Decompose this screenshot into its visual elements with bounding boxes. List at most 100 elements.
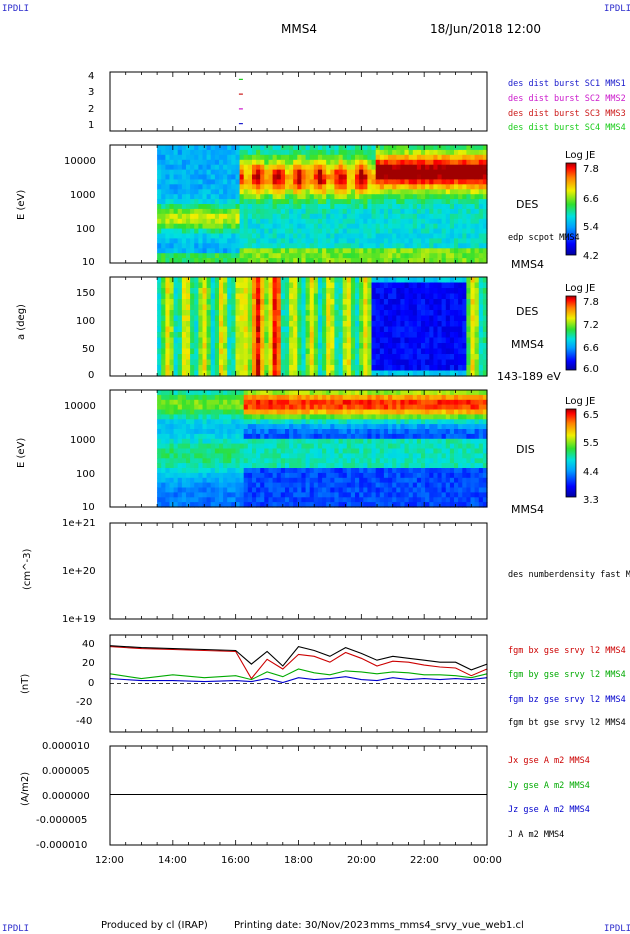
des-energy-cell (454, 145, 459, 151)
des-energy-cell (412, 213, 418, 220)
des-energy-cell (219, 223, 224, 230)
dis-energy-cell (190, 448, 195, 454)
dis-energy-cell (190, 394, 195, 401)
des-pitch-cell (359, 310, 364, 317)
dis-energy-cell (371, 414, 377, 420)
dis-energy-cell (260, 390, 265, 396)
dis-energy-cell (388, 497, 393, 503)
dis-energy-cell (202, 482, 208, 489)
des-pitch-cell (289, 337, 294, 344)
dis-energy-cell (227, 482, 232, 489)
dis-energy-cell (190, 453, 195, 459)
des-pitch-cell (421, 326, 426, 333)
des-energy-cell (219, 184, 224, 190)
des-energy-cell (239, 228, 245, 235)
dis-energy-cell (309, 390, 315, 396)
dis-energy-cell (421, 390, 426, 396)
dis-energy-cell (214, 399, 220, 406)
dis-energy-cell (359, 414, 364, 420)
dis-energy-cell (429, 390, 434, 396)
dis-energy-cell (375, 453, 381, 459)
des-pitch-cell (276, 332, 282, 339)
dis-energy-cell (235, 497, 241, 503)
dis-energy-cell (268, 419, 274, 425)
des-pitch-cell (285, 354, 290, 361)
des-pitch-cell (454, 337, 459, 344)
des-pitch-cell (326, 282, 331, 289)
dis-energy-cell (210, 472, 216, 479)
des-energy-cell (247, 248, 253, 254)
des-energy-cell (466, 174, 472, 180)
dis-energy-cell (408, 409, 414, 415)
dis-energy-cell (383, 399, 389, 406)
dis-energy-cell (219, 453, 224, 459)
des-pitch-cell (454, 277, 459, 284)
dis-energy-cell (313, 414, 319, 420)
des-pitch-cell (297, 277, 302, 284)
dis-energy-cell (206, 394, 212, 401)
dis-energy-cell (227, 477, 232, 484)
dis-energy-cell (264, 438, 269, 445)
des-pitch-cell (157, 359, 162, 366)
dis-energy-cell (177, 399, 183, 406)
des-pitch-cell (313, 359, 319, 366)
dis-energy-cell (289, 414, 294, 420)
dis-energy-cell (363, 487, 368, 493)
des-pitch-cell (421, 359, 426, 366)
dis-energy-cell (169, 477, 175, 484)
dis-energy-cell (425, 463, 430, 469)
des-energy-cell (276, 204, 282, 210)
dis-energy-cell (260, 468, 265, 474)
des-pitch-cell (186, 326, 191, 333)
dis-energy-cell (214, 482, 220, 489)
dis-energy-cell (231, 477, 236, 484)
des-energy-cell (330, 199, 335, 205)
dis-energy-cell (342, 468, 348, 474)
des-energy-cell (433, 145, 439, 151)
dis-energy-cell (433, 390, 439, 396)
dis-energy-cell (169, 424, 175, 430)
dis-energy-cell (371, 390, 377, 396)
des-energy-cell (317, 199, 323, 205)
dis-energy-cell (396, 399, 401, 406)
dis-energy-cell (350, 472, 356, 479)
dis-energy-cell (169, 404, 175, 411)
dis-energy-cell (181, 424, 187, 430)
des-pitch-cell (210, 315, 216, 322)
des-energy-cell (317, 218, 323, 225)
des-pitch-cell (177, 282, 183, 289)
dis-energy-cell (190, 492, 195, 498)
dis-energy-cell (342, 390, 348, 396)
dis-energy-cell (157, 394, 162, 401)
des-energy-cell (202, 149, 208, 156)
des-pitch-cell (252, 304, 257, 311)
des-energy-cell (416, 223, 422, 230)
des-energy-cell (478, 208, 484, 215)
dis-energy-cell (214, 487, 220, 493)
des-pitch-cell (416, 370, 422, 377)
des-pitch-cell (219, 332, 224, 339)
dis-energy-cell (181, 404, 187, 411)
des-pitch-cell (462, 370, 467, 377)
dis-energy-cell (338, 477, 344, 484)
dis-energy-cell (309, 399, 315, 406)
dis-energy-cell (264, 424, 269, 430)
dis-energy-cell (157, 443, 162, 450)
des-pitch-cell (210, 277, 216, 284)
des-energy-cell (268, 145, 274, 151)
dis-energy-cell (425, 419, 430, 425)
des-energy-cell (404, 258, 410, 264)
des-pitch-cell (334, 304, 340, 311)
des-pitch-cell (416, 310, 422, 317)
des-energy-cell (379, 149, 385, 156)
des-energy-cell (326, 184, 331, 190)
dis-energy-cell (268, 492, 274, 498)
des-pitch-cell (367, 354, 373, 361)
dis-energy-cell (165, 424, 171, 430)
des-energy-cell (194, 164, 199, 171)
dis-energy-cell (173, 472, 179, 479)
dis-energy-cell (173, 448, 179, 454)
des-energy-cell (313, 208, 319, 215)
dis-energy-cell (239, 409, 245, 415)
dis-energy-cell (202, 414, 208, 420)
